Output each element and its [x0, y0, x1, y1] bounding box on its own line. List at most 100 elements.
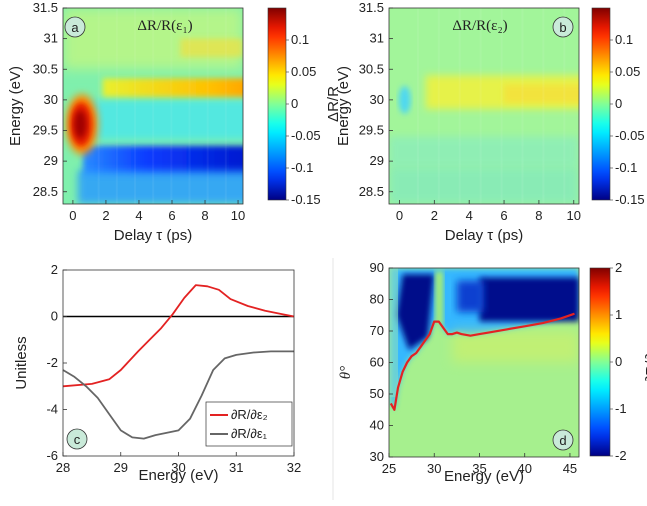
x-axis-label: Energy (eV) — [138, 467, 218, 484]
heatmap-streak — [521, 8, 524, 204]
heatmap-region-strong-negative — [396, 274, 435, 350]
colorbar-tick-label: 0 — [291, 96, 298, 111]
legend-label: ∂R/∂ε₂ — [231, 407, 268, 422]
x-tick-label: 4 — [135, 208, 142, 223]
x-tick-label: 2 — [431, 208, 438, 223]
y-tick-label: 30.5 — [359, 61, 384, 76]
heatmap-band-positive — [102, 78, 243, 97]
panel-title: ΔR/R(ε₂) — [452, 18, 507, 34]
x-tick-label: 35 — [472, 461, 486, 476]
heatmap-a — [63, 8, 243, 204]
heatmap-band-negative — [389, 136, 579, 168]
heatmap-region — [89, 99, 243, 140]
y-axis-label: θ° — [338, 366, 354, 379]
y-tick-label: 70 — [370, 323, 384, 338]
colorbar-tick-label: -0.05 — [615, 128, 645, 143]
colorbar-tick-label: 2 — [615, 260, 622, 275]
heatmap-streak — [206, 8, 209, 204]
colorbar-tick-label: -0.15 — [615, 192, 645, 207]
x-tick-label: 28 — [56, 460, 70, 475]
x-tick-label: 2 — [102, 208, 109, 223]
heatmap-band-positive — [180, 38, 243, 57]
y-axis-label: Energy (eV) — [7, 66, 24, 146]
heatmap-region-negative — [456, 280, 484, 313]
y-tick-label: 50 — [370, 386, 384, 401]
colorbar — [589, 267, 611, 457]
heatmap-band-negative — [77, 170, 243, 204]
colorbar — [591, 7, 611, 201]
x-tick-label: 40 — [517, 461, 531, 476]
x-tick-label: 29 — [114, 460, 128, 475]
heatmap-hotspot — [74, 110, 87, 139]
colorbar-tick-label: 0 — [615, 96, 622, 111]
legend-label: ∂R/∂ε₁ — [231, 426, 268, 441]
y-tick-label: 40 — [370, 418, 384, 433]
panel-c: 28 29 30 31 32 2 0 -2 -4 -6 Energy (eV) Unitless ∂R/… — [13, 262, 301, 484]
plot-frame — [388, 7, 580, 205]
panel-label-badge — [552, 16, 574, 38]
panel-label-badge — [64, 16, 86, 38]
x-tick-label: 6 — [500, 208, 507, 223]
y-tick-label: 30 — [370, 449, 384, 464]
colorbar-tick-label: 0.1 — [291, 32, 309, 47]
heatmap-region — [389, 268, 399, 398]
y-tick-label: 90 — [370, 260, 384, 275]
y-tick-label: -6 — [46, 448, 58, 463]
heatmap-streak — [224, 8, 227, 204]
colorbar-tick-label: 0.05 — [291, 64, 316, 79]
x-tick-label: 10 — [231, 208, 245, 223]
heatmap-d — [389, 268, 579, 457]
colorbar — [267, 7, 287, 201]
heatmap-streak — [542, 8, 545, 204]
panel-label: d — [559, 433, 566, 448]
y-tick-label: -4 — [46, 402, 58, 417]
y-tick-label: 28.5 — [359, 184, 384, 199]
heatmap-streak — [188, 8, 191, 204]
y-tick-label: 29 — [370, 153, 384, 168]
y-tick-label: 60 — [370, 355, 384, 370]
heatmap-streak — [563, 8, 566, 204]
series-line-dR-de1 — [62, 350, 294, 440]
y-axis-label: Energy (eV) — [335, 66, 352, 146]
heatmap-streak — [97, 8, 100, 204]
x-axis-label: Energy (eV) — [444, 468, 524, 485]
y-tick-label: 31 — [44, 31, 58, 46]
colorbar-tick-label: -0.15 — [291, 192, 321, 207]
panel-label-badge — [66, 428, 88, 450]
colorbar-tick-label: 0 — [615, 354, 622, 369]
y-tick-label: 0 — [51, 309, 58, 324]
panel-label: b — [559, 20, 566, 35]
x-tick-label: 10 — [567, 208, 581, 223]
heatmap-region-strong-negative — [479, 277, 579, 322]
heatmap-streak — [437, 8, 440, 204]
y-tick-label: 29.5 — [33, 123, 58, 138]
x-tick-label: 0 — [396, 208, 403, 223]
colorbar-tick-label: 1 — [615, 307, 622, 322]
y-tick-label: 2 — [51, 262, 58, 277]
colorbar-tick-label: -0.1 — [291, 160, 313, 175]
y-tick-label: 80 — [370, 292, 384, 307]
y-tick-label: 29.5 — [359, 123, 384, 138]
x-tick-label: 8 — [535, 208, 542, 223]
panel-label: c — [74, 432, 81, 447]
colorbar-tick-label: 0.05 — [615, 64, 640, 79]
y-tick-label: 29 — [44, 153, 58, 168]
heatmap-streak — [115, 8, 118, 204]
colorbar-tick-label: -0.1 — [615, 160, 637, 175]
x-tick-label: 25 — [382, 461, 396, 476]
heatmap-streak — [458, 8, 461, 204]
x-tick-label: 30 — [427, 461, 441, 476]
heatmap-streak — [134, 8, 137, 204]
panel-b: 0 2 4 6 8 10 28.5 29 29.5 30 30.5 31 31.5 Delay τ (ps… — [335, 0, 645, 244]
heatmap-streak — [500, 8, 503, 204]
heatmap-streak — [479, 8, 482, 204]
x-axis-label: Delay τ (ps) — [114, 227, 192, 244]
plot-frame — [62, 7, 244, 205]
x-tick-label: 45 — [563, 461, 577, 476]
panel-title: ΔR/R(ε₁) — [137, 18, 192, 34]
heatmap-band-negative — [389, 167, 579, 204]
x-tick-label: 30 — [171, 460, 185, 475]
legend-box — [205, 401, 293, 447]
